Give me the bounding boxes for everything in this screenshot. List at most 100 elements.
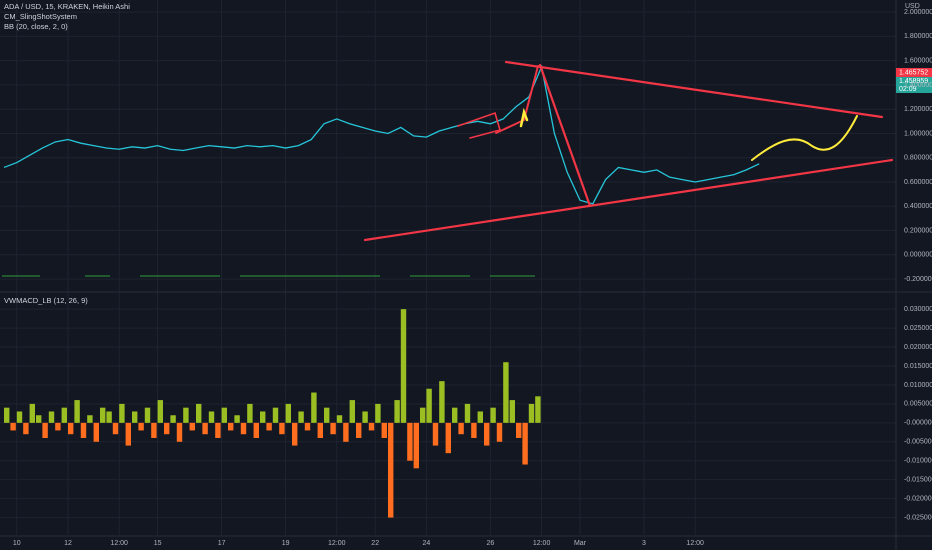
histogram-bar (157, 400, 163, 423)
histogram-bar (279, 422, 285, 435)
price-badge (896, 68, 932, 77)
histogram-bar (74, 400, 80, 423)
y-tick-label: -0.025000 (904, 514, 932, 521)
indicator-label: BB (20, close, 2, 0) (4, 22, 68, 31)
histogram-bar (68, 422, 74, 435)
histogram-bar (55, 422, 61, 431)
x-tick-label: 10 (13, 540, 21, 547)
histogram-bar (151, 422, 157, 438)
drawings (363, 60, 894, 242)
histogram-bar (221, 407, 227, 423)
y-tick-label: 0.005000 (904, 401, 932, 408)
y-tick-label: 0.200000 (904, 227, 932, 234)
histogram-bar (253, 422, 259, 438)
x-tick-label: 15 (154, 540, 162, 547)
histogram-bar (432, 422, 439, 446)
histogram-bar (330, 422, 336, 435)
histogram-bar (202, 422, 208, 435)
x-tick-label: 24 (423, 540, 431, 547)
histogram-bar (477, 411, 483, 423)
histogram-bar (458, 422, 464, 435)
histogram-bar (407, 422, 413, 461)
histogram-bar (528, 403, 535, 423)
x-tick-label: 3 (642, 540, 646, 547)
histogram-bar (516, 422, 522, 438)
histogram-bar (311, 392, 317, 423)
price-badge (896, 77, 932, 93)
y-tick-label: 0.400000 (904, 203, 932, 210)
histogram-bar (170, 415, 176, 423)
y-tick-label: 2.000000 (904, 9, 932, 16)
histogram-bar (292, 422, 298, 446)
histogram-bar (36, 415, 42, 423)
y-tick-label: 1.600000 (904, 58, 932, 65)
histogram-bar (388, 422, 394, 518)
x-tick-label: 17 (218, 540, 226, 547)
histogram-bar (16, 411, 23, 423)
x-tick-label: 12:00 (533, 540, 551, 547)
histogram-bar (196, 403, 202, 423)
y-tick-label: 0.025000 (904, 325, 932, 332)
y-tick-label: -0.200000 (904, 276, 932, 283)
symbol-title: ADA / USD, 15, KRAKEN, Heikin Ashi (4, 2, 130, 11)
histogram-bar (304, 422, 311, 431)
histogram-bar (176, 422, 183, 442)
countdown: 02:09 (899, 86, 917, 93)
y-tick-label: 1.800000 (904, 33, 932, 40)
x-tick-label: 12:00 (110, 540, 128, 547)
histogram-bar (132, 411, 138, 423)
histogram-bar (112, 422, 119, 435)
histogram-bar (439, 381, 445, 423)
histogram-bar (106, 411, 112, 423)
histogram-bar (87, 415, 93, 423)
histogram-bar (10, 422, 16, 431)
histogram-bar (138, 422, 144, 431)
histogram-bar (183, 407, 189, 423)
histogram-bar (535, 396, 541, 423)
histogram-bar (100, 407, 106, 423)
y-tick-label: -0.010000 (904, 458, 932, 465)
histogram-bar (490, 407, 496, 423)
histogram-bar (343, 422, 349, 442)
histogram-bar (375, 403, 381, 423)
histogram-bar (509, 400, 515, 423)
histogram-bar (48, 411, 55, 423)
x-tick-label: 12 (64, 540, 72, 547)
histogram-bar (285, 403, 291, 423)
histogram-bar (144, 407, 151, 423)
x-tick-label: 19 (282, 540, 290, 547)
histogram-bar (247, 403, 253, 423)
histogram-bar (445, 422, 451, 454)
histogram-bar (324, 407, 330, 423)
y-tick-label: 0.030000 (904, 306, 932, 313)
x-tick-label: 22 (371, 540, 379, 547)
indicator-label: CM_SlingShotSystem (4, 12, 77, 21)
y-tick-label: 0.600000 (904, 179, 932, 186)
histogram-bar (93, 422, 99, 442)
x-tick-label: 12:00 (686, 540, 704, 547)
histogram-bar (272, 407, 279, 423)
histogram-bar (496, 422, 503, 442)
histogram-bar (503, 362, 509, 423)
histogram-bar (4, 407, 10, 423)
histogram-bar (394, 400, 400, 423)
histogram-bar (484, 422, 490, 446)
y-tick-label: -0.020000 (904, 495, 932, 502)
x-tick-label: Mar (574, 540, 587, 547)
histogram-bar (240, 422, 247, 435)
histogram-bar (381, 422, 387, 438)
y-tick-label: 0.020000 (904, 344, 932, 351)
histogram-bar (522, 422, 528, 465)
y-tick-label: -0.005000 (904, 439, 932, 446)
histogram-bar (413, 422, 419, 469)
histogram-bar (356, 422, 362, 438)
y-tick-label: 0.010000 (904, 382, 932, 389)
histogram-bar (471, 422, 477, 438)
price-badge-text: 1.465752 (899, 69, 928, 76)
histogram-bar (164, 422, 170, 435)
histogram-bar (452, 407, 458, 423)
x-tick-label: 12:00 (328, 540, 346, 547)
x-tick-label: 26 (487, 540, 495, 547)
histogram-bar (368, 422, 375, 431)
